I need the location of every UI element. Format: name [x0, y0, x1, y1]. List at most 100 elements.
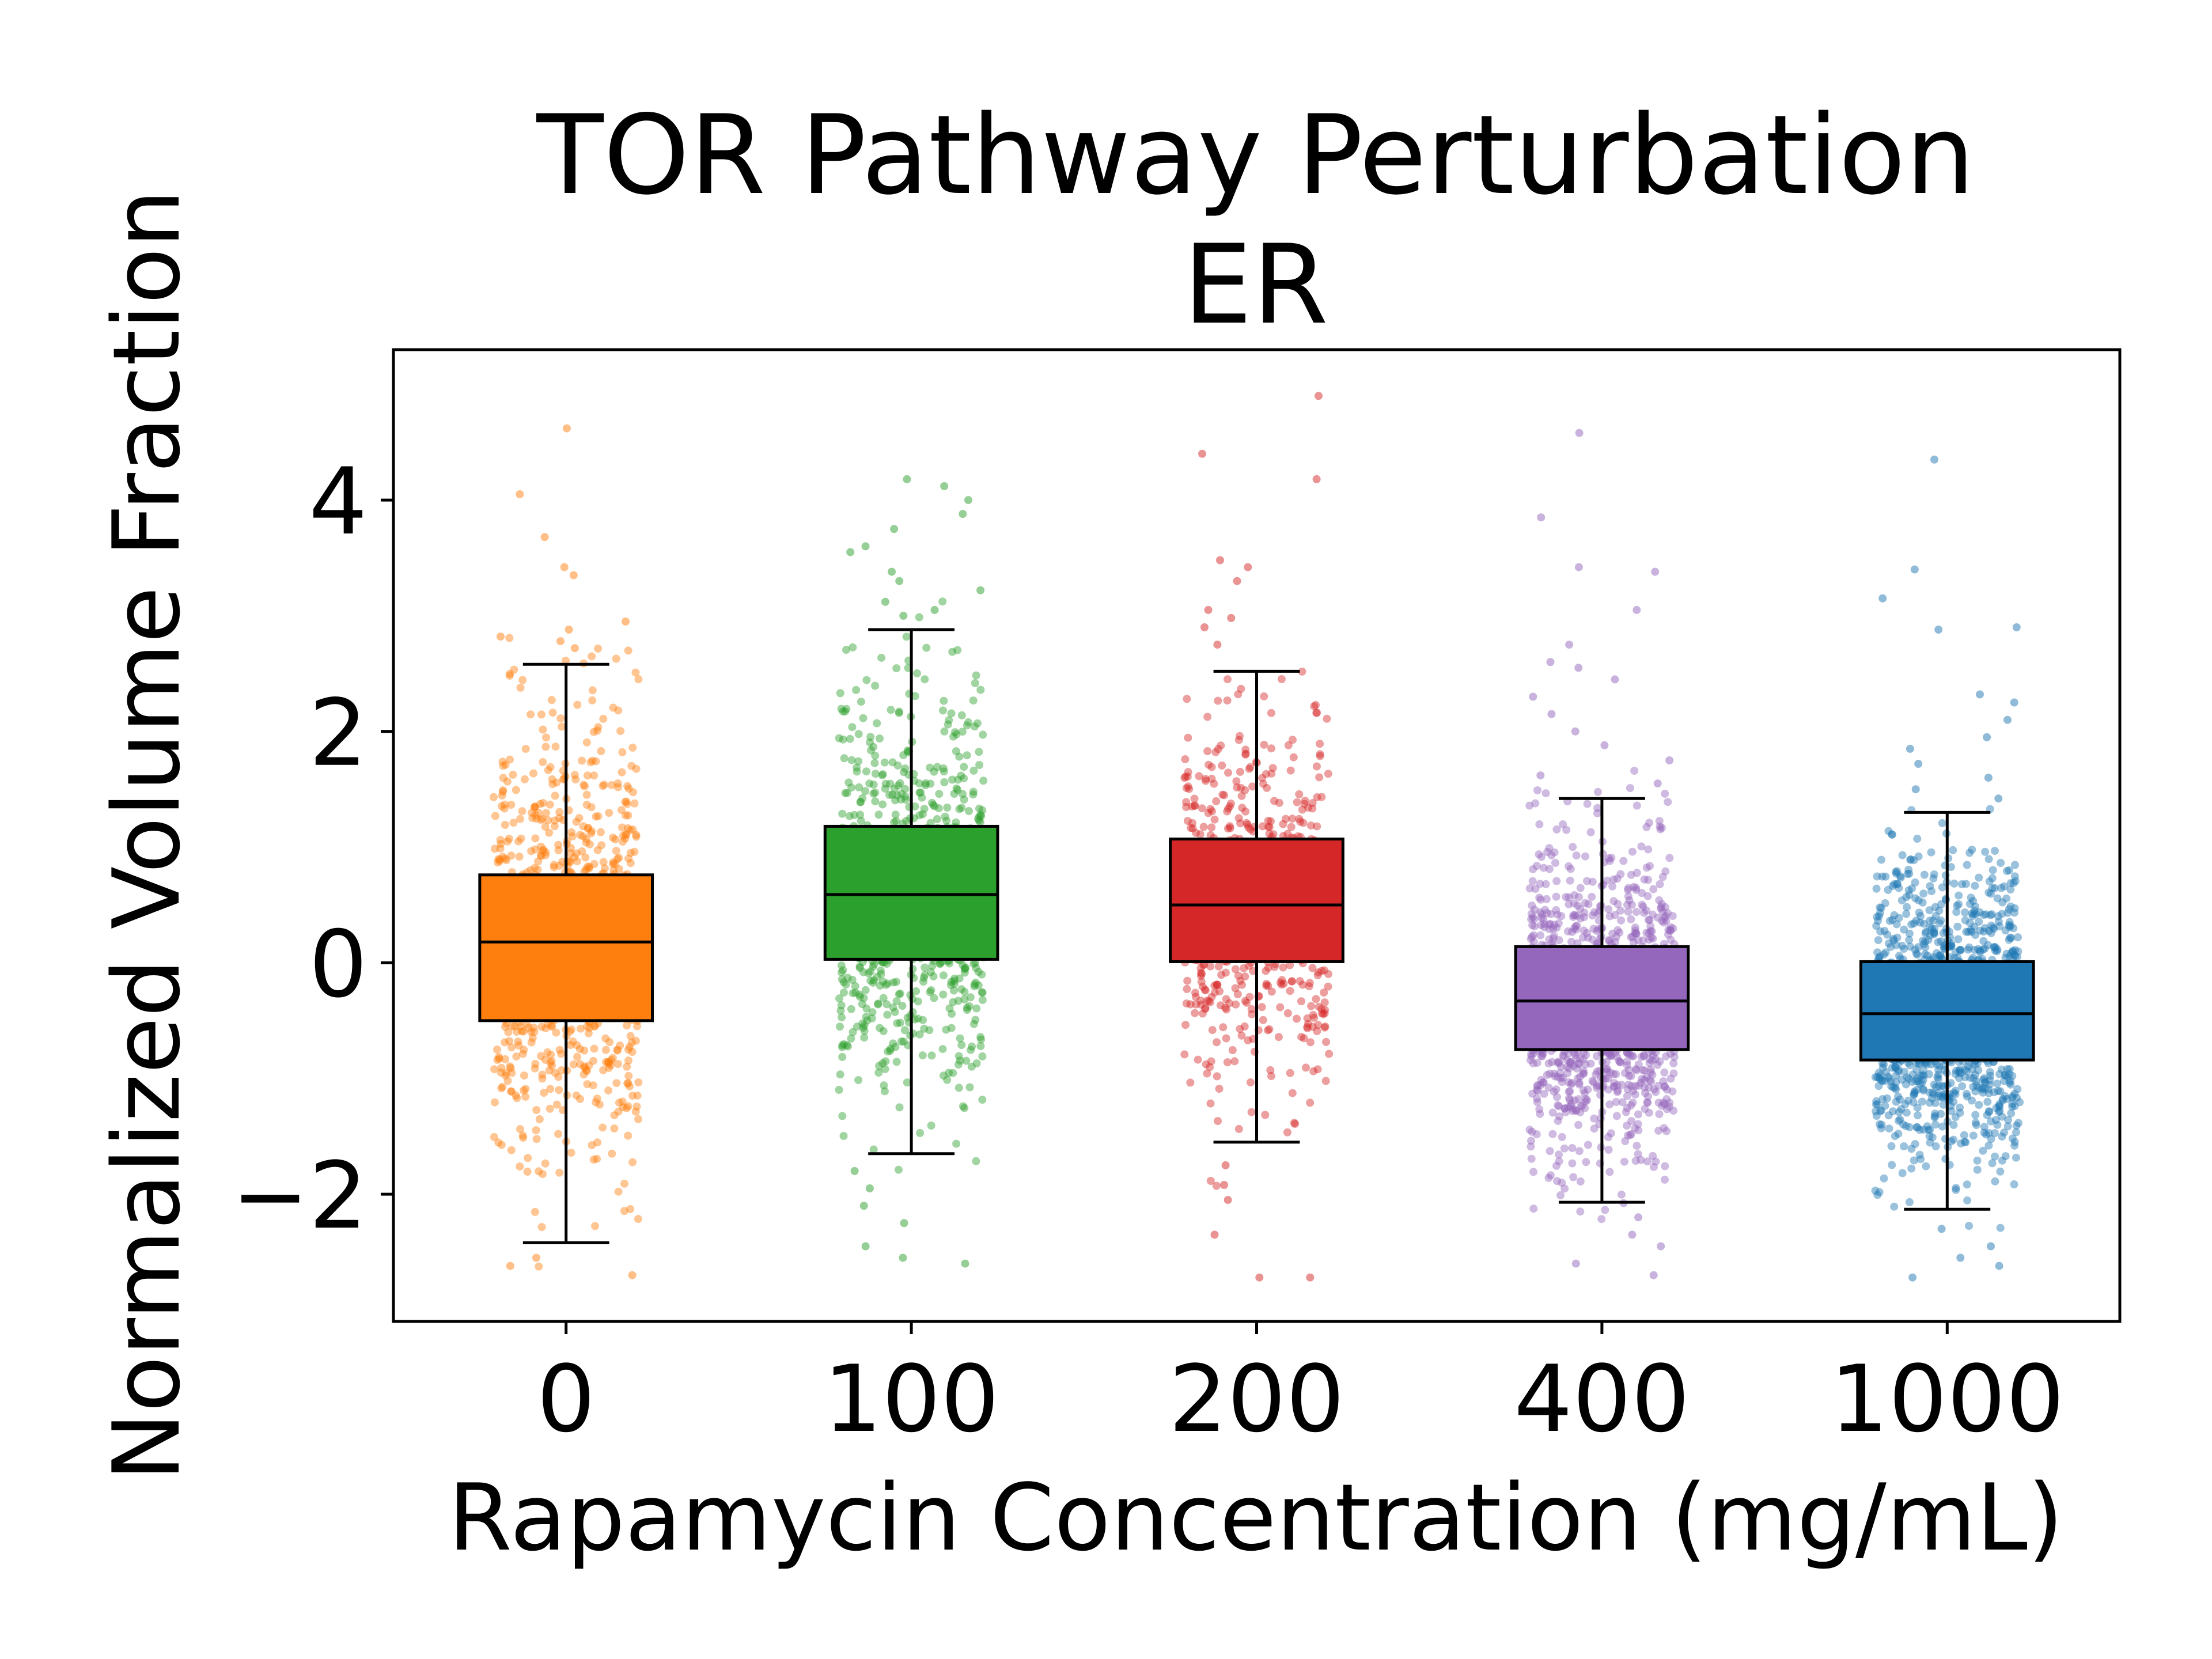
data-point [1537, 1075, 1546, 1084]
data-point [1565, 1064, 1574, 1073]
data-point [891, 1043, 900, 1051]
data-point [1261, 1111, 1270, 1119]
data-point [881, 1065, 889, 1073]
data-point [1560, 1104, 1569, 1113]
data-point [837, 961, 846, 969]
data-point [947, 709, 956, 718]
data-point [868, 1014, 876, 1022]
data-point [609, 858, 618, 866]
data-point [859, 994, 868, 1002]
data-point [1550, 931, 1558, 940]
data-point [1184, 782, 1192, 791]
data-point [1637, 1156, 1645, 1164]
outlier-point [1653, 779, 1662, 788]
data-point [1570, 924, 1578, 933]
data-point [1186, 1000, 1195, 1009]
data-point [963, 1006, 971, 1014]
data-point [1566, 876, 1574, 885]
outlier-point [497, 632, 505, 641]
data-point [1313, 1065, 1322, 1074]
data-point [1570, 899, 1578, 908]
data-point [1533, 1086, 1542, 1095]
data-point [527, 710, 535, 719]
data-point [614, 1107, 623, 1116]
data-point [1241, 972, 1249, 981]
data-point [1661, 1175, 1669, 1184]
data-point [1557, 912, 1566, 921]
data-point [871, 681, 880, 690]
data-point [856, 810, 865, 819]
data-point [621, 798, 630, 806]
outlier-point [930, 605, 939, 614]
data-point [1638, 1066, 1647, 1074]
data-point [1533, 1081, 1542, 1089]
data-point [516, 683, 525, 692]
data-point [1533, 1094, 1541, 1103]
data-point [550, 861, 558, 869]
data-point [1527, 910, 1536, 918]
data-point [927, 1122, 935, 1130]
data-point [957, 711, 966, 719]
outlier-point [1911, 785, 1920, 794]
data-point [897, 1037, 906, 1046]
data-point [1641, 1105, 1649, 1113]
data-point [1305, 982, 1313, 991]
data-point [1202, 1060, 1210, 1069]
data-point [856, 798, 865, 806]
data-point [1184, 733, 1192, 742]
data-point [1894, 1092, 1902, 1101]
data-point [1247, 1108, 1256, 1116]
data-point [1233, 990, 1242, 998]
data-point [1320, 998, 1329, 1007]
data-point [952, 747, 960, 756]
outlier-point [881, 597, 889, 606]
data-point [623, 800, 631, 808]
data-point [614, 706, 623, 715]
data-point [1554, 1073, 1562, 1081]
data-point [1237, 1031, 1246, 1040]
data-point [949, 1069, 957, 1077]
outlier-point [570, 644, 579, 653]
data-point [588, 827, 596, 835]
data-point [1574, 893, 1583, 902]
data-point [1279, 979, 1288, 988]
data-point [1634, 1150, 1642, 1158]
data-point [940, 778, 949, 786]
data-point [1642, 906, 1651, 915]
data-point [858, 1019, 867, 1028]
outlier-point [1665, 756, 1674, 764]
data-point [1205, 760, 1213, 769]
data-point [955, 805, 964, 813]
data-point [524, 1024, 533, 1032]
data-point [1617, 1190, 1626, 1199]
data-point [539, 846, 547, 855]
data-point [847, 1005, 855, 1013]
data-point [1634, 1120, 1642, 1128]
data-point [582, 865, 590, 874]
data-point [1933, 1073, 1942, 1082]
data-point [1283, 1128, 1291, 1137]
data-point [1183, 984, 1191, 993]
data-point [538, 1074, 547, 1083]
data-point [878, 1059, 887, 1067]
outlier-point [1934, 626, 1943, 634]
data-point [1544, 1173, 1553, 1182]
data-point [1320, 1023, 1329, 1032]
data-point [1905, 929, 1914, 938]
data-point [1182, 999, 1191, 1007]
data-point [837, 968, 846, 977]
data-point [960, 964, 969, 973]
data-point [1196, 997, 1205, 1005]
data-point [1904, 1074, 1913, 1083]
data-point [537, 1022, 546, 1031]
data-point [1646, 922, 1655, 930]
data-point [915, 1030, 924, 1039]
data-point [1594, 939, 1603, 948]
data-point [1605, 1100, 1614, 1109]
data-point [1568, 1159, 1577, 1168]
data-point [1582, 929, 1591, 937]
outlier-point [1634, 1213, 1643, 1222]
data-point [571, 775, 580, 784]
outlier-point [959, 510, 967, 518]
data-point [842, 980, 850, 989]
